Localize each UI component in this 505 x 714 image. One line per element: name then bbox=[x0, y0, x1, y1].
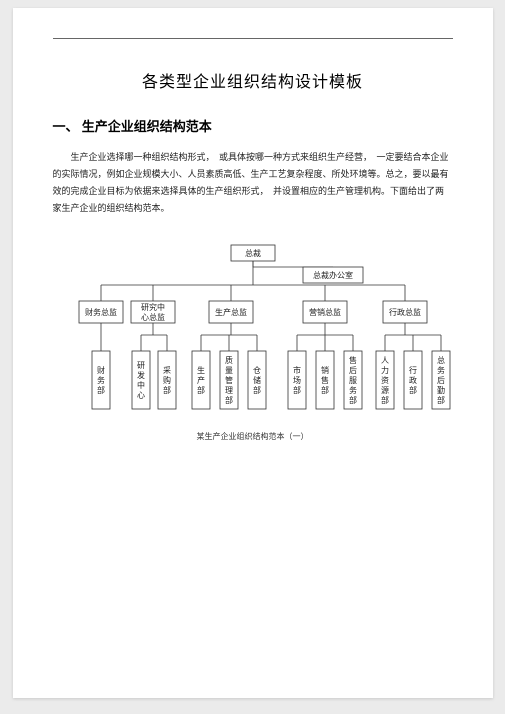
svg-text:勤: 勤 bbox=[437, 385, 445, 395]
svg-text:务: 务 bbox=[437, 365, 445, 375]
svg-text:生: 生 bbox=[197, 365, 205, 375]
svg-text:售: 售 bbox=[349, 355, 357, 365]
svg-text:部: 部 bbox=[163, 385, 171, 395]
svg-text:力: 力 bbox=[381, 365, 389, 375]
svg-text:市: 市 bbox=[293, 365, 301, 375]
svg-text:总裁: 总裁 bbox=[245, 248, 261, 258]
svg-text:行政总监: 行政总监 bbox=[389, 307, 421, 317]
svg-text:部: 部 bbox=[381, 395, 389, 405]
svg-text:采: 采 bbox=[163, 365, 171, 375]
svg-text:源: 源 bbox=[381, 386, 389, 395]
svg-text:政: 政 bbox=[409, 375, 417, 385]
svg-text:心总监: 心总监 bbox=[141, 312, 165, 322]
svg-text:部: 部 bbox=[225, 395, 233, 405]
svg-text:服: 服 bbox=[349, 376, 357, 385]
svg-text:质: 质 bbox=[225, 355, 233, 365]
doc-title: 各类型企业组织结构设计模板 bbox=[53, 68, 453, 92]
body-paragraph: 生产企业选择哪一种组织结构形式， 或具体按哪一种方式来组织生产经营， 一定要结合… bbox=[53, 149, 453, 217]
svg-text:行: 行 bbox=[409, 365, 417, 375]
svg-text:部: 部 bbox=[293, 385, 301, 395]
org-chart: 总裁总裁办公室财务总监研究中心总监生产总监营销总监行政总监财务部研发中心采购部生… bbox=[53, 231, 453, 442]
svg-text:生产总监: 生产总监 bbox=[215, 307, 247, 317]
svg-text:资: 资 bbox=[381, 375, 389, 385]
svg-text:心: 心 bbox=[137, 391, 145, 400]
svg-text:总裁办公室: 总裁办公室 bbox=[313, 270, 353, 280]
svg-text:后: 后 bbox=[349, 365, 357, 375]
svg-text:部: 部 bbox=[321, 385, 329, 395]
section-heading: 一、 生产企业组织结构范本 bbox=[53, 116, 453, 135]
svg-text:购: 购 bbox=[163, 375, 171, 385]
svg-text:场: 场 bbox=[293, 376, 301, 385]
document-page: 各类型企业组织结构设计模板 一、 生产企业组织结构范本 生产企业选择哪一种组织结… bbox=[13, 8, 493, 698]
svg-text:部: 部 bbox=[253, 385, 261, 395]
svg-text:部: 部 bbox=[349, 395, 357, 405]
svg-text:务: 务 bbox=[97, 375, 105, 385]
svg-text:研究中: 研究中 bbox=[141, 302, 165, 312]
svg-text:务: 务 bbox=[349, 385, 357, 395]
svg-text:仓: 仓 bbox=[253, 365, 261, 375]
svg-text:管: 管 bbox=[225, 375, 233, 385]
svg-text:人: 人 bbox=[381, 356, 389, 365]
svg-text:部: 部 bbox=[437, 395, 445, 405]
chart-caption: 某生产企业组织结构范本（一） bbox=[53, 431, 453, 442]
svg-text:售: 售 bbox=[321, 375, 329, 385]
svg-text:总: 总 bbox=[437, 355, 445, 365]
svg-text:量: 量 bbox=[225, 366, 233, 375]
svg-text:研: 研 bbox=[137, 361, 145, 370]
svg-text:部: 部 bbox=[409, 385, 417, 395]
svg-text:部: 部 bbox=[97, 385, 105, 395]
svg-text:财务总监: 财务总监 bbox=[85, 307, 117, 317]
svg-text:储: 储 bbox=[253, 375, 261, 385]
svg-text:销: 销 bbox=[321, 365, 329, 375]
header-rule bbox=[53, 38, 453, 39]
svg-text:中: 中 bbox=[137, 380, 145, 390]
org-chart-svg: 总裁总裁办公室财务总监研究中心总监生产总监营销总监行政总监财务部研发中心采购部生… bbox=[53, 231, 463, 421]
svg-text:财: 财 bbox=[97, 365, 105, 375]
svg-text:产: 产 bbox=[197, 375, 205, 385]
svg-text:部: 部 bbox=[197, 385, 205, 395]
svg-text:理: 理 bbox=[225, 386, 233, 395]
svg-text:发: 发 bbox=[137, 370, 145, 380]
svg-text:后: 后 bbox=[437, 375, 445, 385]
svg-text:营销总监: 营销总监 bbox=[309, 307, 341, 317]
